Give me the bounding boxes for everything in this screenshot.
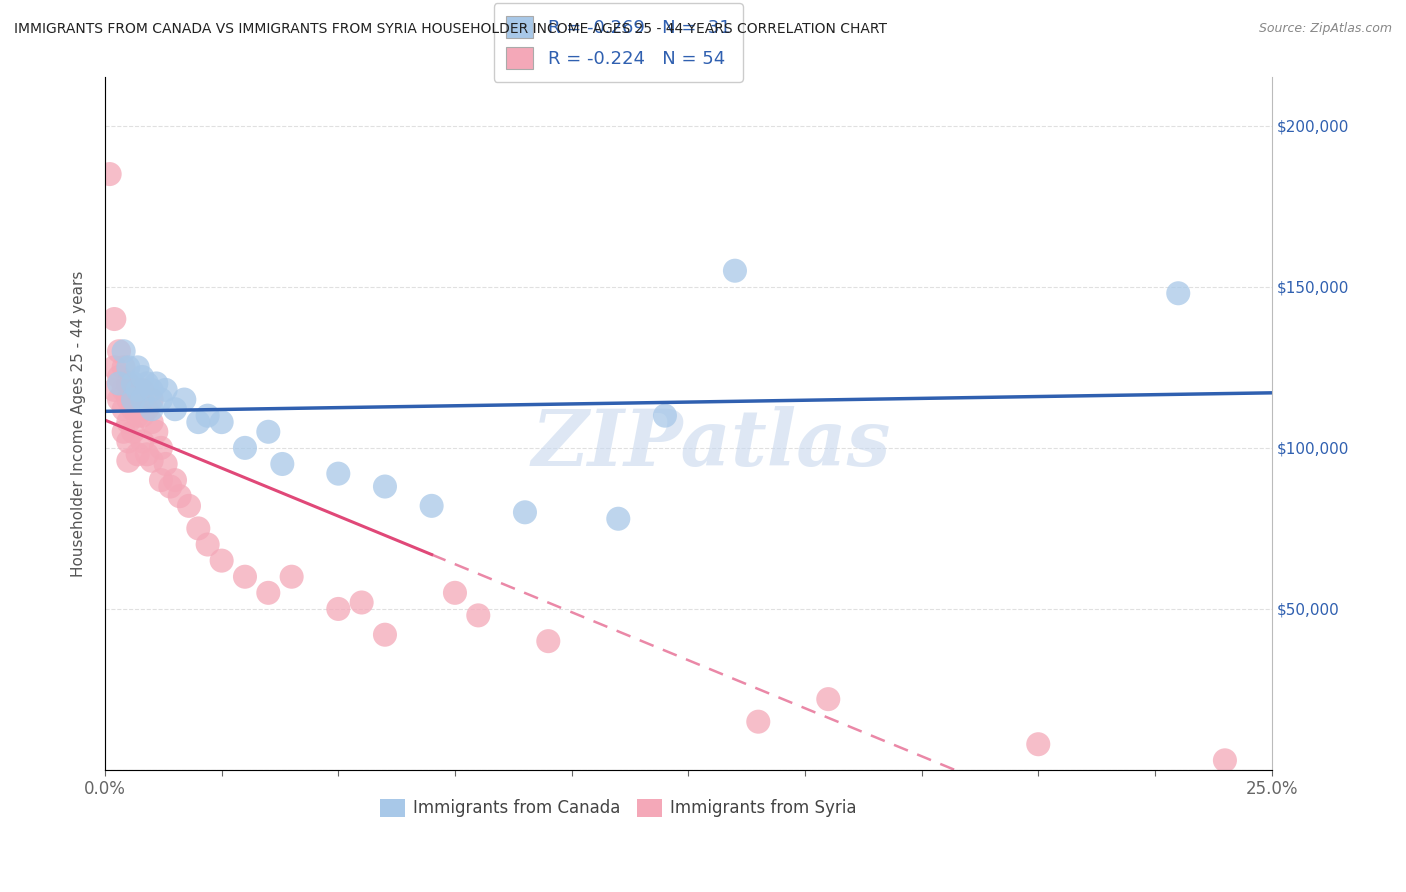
Point [149,392,172,407]
Point [467,608,489,623]
Point [328,467,350,481]
Point [177,499,200,513]
Point [280,570,302,584]
Point [374,628,396,642]
Point [169,489,191,503]
Point [1167,286,1189,301]
Point [127,409,149,423]
Point [108,392,131,407]
Point [173,392,195,407]
Point [112,360,135,375]
Point [607,512,630,526]
Point [149,473,172,487]
Point [155,457,177,471]
Legend: Immigrants from Canada, Immigrants from Syria: Immigrants from Canada, Immigrants from … [373,792,863,824]
Point [112,344,135,359]
Point [159,479,181,493]
Point [187,415,209,429]
Point [141,402,163,417]
Point [103,312,125,326]
Point [374,479,396,493]
Point [122,402,145,417]
Point [117,434,139,449]
Point [155,383,177,397]
Point [117,360,139,375]
Point [724,263,747,277]
Point [127,383,149,397]
Point [513,505,536,519]
Point [122,376,145,391]
Point [117,454,139,468]
Point [197,409,219,423]
Point [149,441,172,455]
Point [271,457,294,471]
Point [122,425,145,439]
Point [122,392,145,407]
Point [1026,737,1049,751]
Point [131,409,153,423]
Point [145,425,167,439]
Point [127,447,149,461]
Point [136,402,159,417]
Point [145,376,167,391]
Point [257,425,280,439]
Point [103,383,125,397]
Point [141,392,163,407]
Point [444,586,467,600]
Point [136,447,159,461]
Point [98,167,121,181]
Point [654,409,676,423]
Point [117,392,139,407]
Point [127,383,149,397]
Point [131,370,153,384]
Point [117,376,139,391]
Text: Source: ZipAtlas.com: Source: ZipAtlas.com [1258,22,1392,36]
Point [163,473,186,487]
Point [131,383,153,397]
Point [211,415,233,429]
Point [163,402,186,417]
Point [747,714,769,729]
Point [136,376,159,391]
Point [257,586,280,600]
Point [103,360,125,375]
Point [328,602,350,616]
Point [141,415,163,429]
Y-axis label: Householder Income Ages 25 - 44 years: Householder Income Ages 25 - 44 years [72,270,86,577]
Point [108,370,131,384]
Point [122,383,145,397]
Point [108,376,131,391]
Point [127,360,149,375]
Point [1213,753,1236,767]
Text: IMMIGRANTS FROM CANADA VS IMMIGRANTS FROM SYRIA HOUSEHOLDER INCOME AGES 25 - 44 : IMMIGRANTS FROM CANADA VS IMMIGRANTS FRO… [14,22,887,37]
Point [131,434,153,449]
Point [131,392,153,407]
Point [141,383,163,397]
Point [420,499,443,513]
Point [197,537,219,551]
Point [233,570,256,584]
Point [112,402,135,417]
Point [537,634,560,648]
Point [108,344,131,359]
Point [211,553,233,567]
Point [187,521,209,535]
Point [112,425,135,439]
Point [117,415,139,429]
Point [817,692,839,706]
Point [141,454,163,468]
Text: ZIPatlas: ZIPatlas [531,406,891,483]
Point [112,383,135,397]
Point [233,441,256,455]
Point [350,595,373,609]
